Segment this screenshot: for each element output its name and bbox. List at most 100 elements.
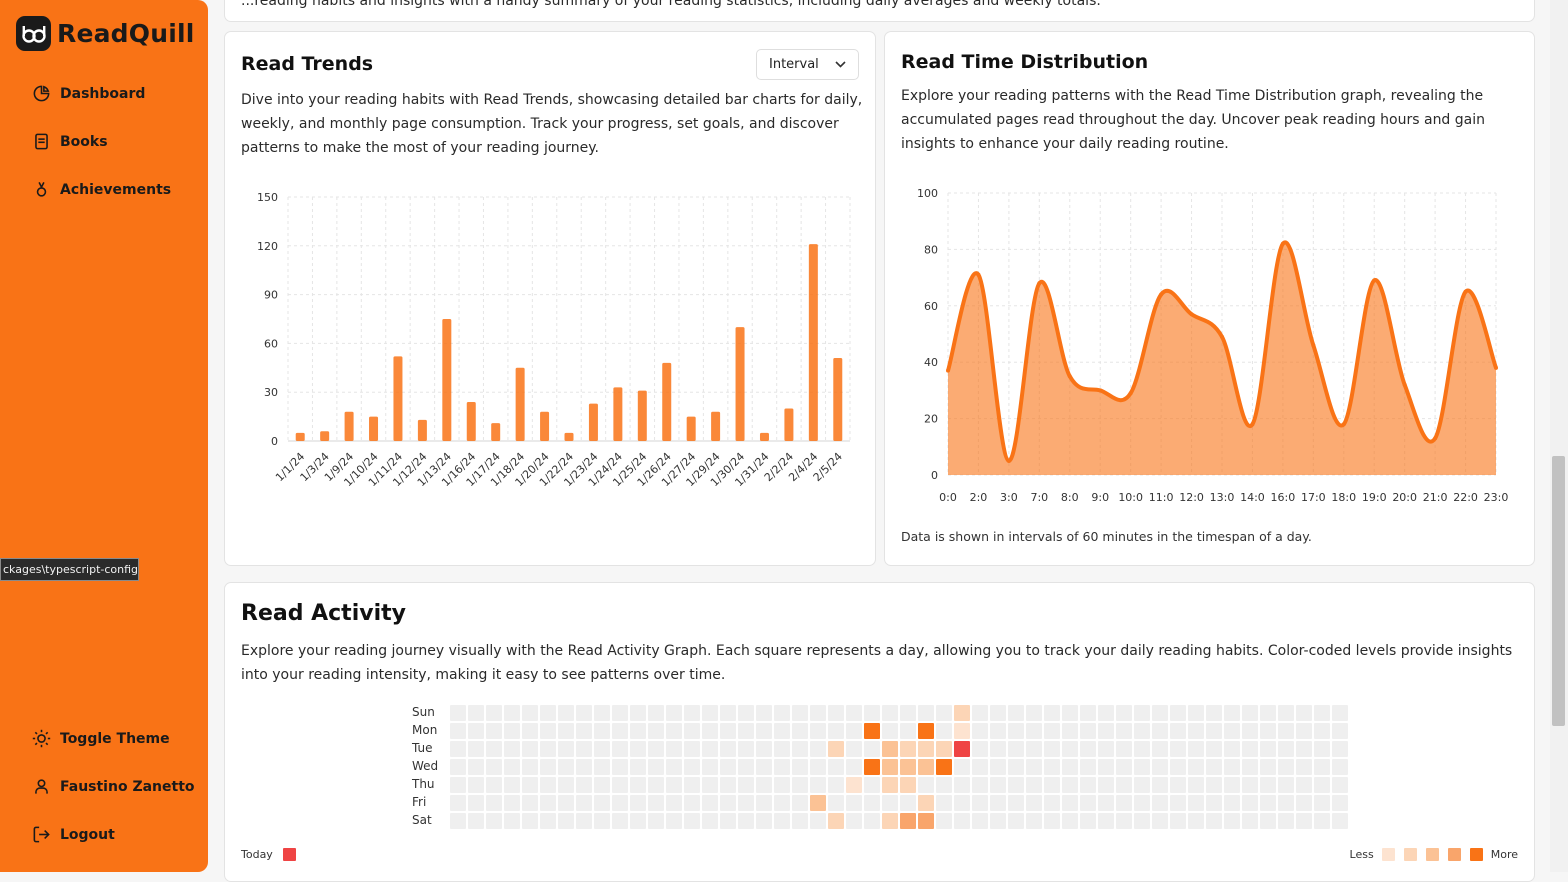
heatmap-cell[interactable] bbox=[648, 813, 664, 829]
heatmap-cell[interactable] bbox=[1206, 723, 1222, 739]
heatmap-cell[interactable] bbox=[1314, 741, 1330, 757]
heatmap-cell[interactable] bbox=[1080, 741, 1096, 757]
heatmap-cell[interactable] bbox=[1332, 759, 1348, 775]
heatmap-cell[interactable] bbox=[1314, 723, 1330, 739]
heatmap-cell[interactable] bbox=[504, 759, 520, 775]
bar[interactable] bbox=[540, 411, 550, 441]
heatmap-cell[interactable] bbox=[972, 705, 988, 721]
heatmap-cell[interactable] bbox=[1170, 777, 1186, 793]
heatmap-cell[interactable] bbox=[486, 759, 502, 775]
bar[interactable] bbox=[564, 432, 574, 441]
heatmap-cell[interactable] bbox=[1008, 741, 1024, 757]
heatmap-cell[interactable] bbox=[1116, 777, 1132, 793]
heatmap-cell[interactable] bbox=[828, 705, 844, 721]
heatmap-cell[interactable] bbox=[972, 759, 988, 775]
heatmap-cell[interactable] bbox=[756, 813, 772, 829]
heatmap-cell[interactable] bbox=[468, 705, 484, 721]
heatmap-cell[interactable] bbox=[1332, 705, 1348, 721]
heatmap-cell[interactable] bbox=[558, 777, 574, 793]
heatmap-cell[interactable] bbox=[468, 795, 484, 811]
heatmap-cell[interactable] bbox=[1062, 741, 1078, 757]
heatmap-cell[interactable] bbox=[1260, 723, 1276, 739]
heatmap-cell[interactable] bbox=[1296, 795, 1312, 811]
heatmap-cell[interactable] bbox=[918, 813, 934, 829]
data-point[interactable] bbox=[1189, 312, 1194, 317]
heatmap-cell[interactable] bbox=[504, 777, 520, 793]
heatmap-cell[interactable] bbox=[1008, 705, 1024, 721]
heatmap-cell[interactable] bbox=[1242, 777, 1258, 793]
heatmap-cell[interactable] bbox=[738, 813, 754, 829]
data-point[interactable] bbox=[1067, 374, 1072, 379]
heatmap-cell[interactable] bbox=[540, 759, 556, 775]
heatmap-cell[interactable] bbox=[882, 741, 898, 757]
heatmap-cell[interactable] bbox=[738, 795, 754, 811]
heatmap-cell[interactable] bbox=[1044, 723, 1060, 739]
heatmap-cell[interactable] bbox=[1044, 795, 1060, 811]
heatmap-cell[interactable] bbox=[990, 723, 1006, 739]
heatmap-cell[interactable] bbox=[1188, 723, 1204, 739]
heatmap-cell[interactable] bbox=[918, 777, 934, 793]
heatmap-cell[interactable] bbox=[612, 795, 628, 811]
heatmap-cell[interactable] bbox=[594, 813, 610, 829]
heatmap-cell[interactable] bbox=[450, 813, 466, 829]
heatmap-cell[interactable] bbox=[1296, 813, 1312, 829]
heatmap-cell[interactable] bbox=[486, 777, 502, 793]
heatmap-cell[interactable] bbox=[576, 795, 592, 811]
heatmap-cell[interactable] bbox=[486, 705, 502, 721]
heatmap-cell[interactable] bbox=[810, 723, 826, 739]
bar[interactable] bbox=[735, 327, 745, 441]
heatmap-cell[interactable] bbox=[1134, 795, 1150, 811]
user-profile-button[interactable]: Faustino Zanetto bbox=[32, 777, 195, 796]
heatmap-cell[interactable] bbox=[576, 741, 592, 757]
toggle-theme-button[interactable]: Toggle Theme bbox=[32, 729, 170, 748]
heatmap-cell[interactable] bbox=[450, 723, 466, 739]
heatmap-cell[interactable] bbox=[450, 741, 466, 757]
heatmap-cell[interactable] bbox=[594, 759, 610, 775]
heatmap-cell[interactable] bbox=[990, 759, 1006, 775]
heatmap-cell[interactable] bbox=[882, 759, 898, 775]
heatmap-cell[interactable] bbox=[864, 795, 880, 811]
heatmap-cell[interactable] bbox=[1026, 741, 1042, 757]
heatmap-cell[interactable] bbox=[1314, 795, 1330, 811]
heatmap-cell[interactable] bbox=[954, 777, 970, 793]
bar[interactable] bbox=[369, 416, 379, 441]
heatmap-cell[interactable] bbox=[1242, 705, 1258, 721]
heatmap-cell[interactable] bbox=[936, 759, 952, 775]
heatmap-cell[interactable] bbox=[666, 777, 682, 793]
bar[interactable] bbox=[808, 244, 818, 441]
heatmap-cell[interactable] bbox=[1278, 705, 1294, 721]
heatmap-cell[interactable] bbox=[918, 723, 934, 739]
heatmap-cell[interactable] bbox=[684, 741, 700, 757]
heatmap-cell[interactable] bbox=[1008, 813, 1024, 829]
heatmap-cell[interactable] bbox=[1206, 759, 1222, 775]
heatmap-cell[interactable] bbox=[1098, 759, 1114, 775]
heatmap-cell[interactable] bbox=[1242, 741, 1258, 757]
heatmap-cell[interactable] bbox=[1008, 723, 1024, 739]
heatmap-cell[interactable] bbox=[738, 723, 754, 739]
heatmap-cell[interactable] bbox=[954, 795, 970, 811]
heatmap-cell[interactable] bbox=[828, 759, 844, 775]
heatmap-cell[interactable] bbox=[990, 813, 1006, 829]
heatmap-cell[interactable] bbox=[504, 705, 520, 721]
heatmap-cell[interactable] bbox=[1278, 813, 1294, 829]
heatmap-cell[interactable] bbox=[702, 741, 718, 757]
heatmap-cell[interactable] bbox=[1116, 795, 1132, 811]
heatmap-cell[interactable] bbox=[936, 777, 952, 793]
heatmap-cell[interactable] bbox=[720, 741, 736, 757]
heatmap-cell[interactable] bbox=[1278, 795, 1294, 811]
nav-dashboard[interactable]: Dashboard bbox=[32, 84, 145, 103]
heatmap-cell[interactable] bbox=[864, 777, 880, 793]
heatmap-cell[interactable] bbox=[1062, 705, 1078, 721]
bar[interactable] bbox=[417, 419, 427, 441]
heatmap-cell[interactable] bbox=[1044, 705, 1060, 721]
heatmap-cell[interactable] bbox=[630, 795, 646, 811]
heatmap-cell[interactable] bbox=[1188, 759, 1204, 775]
heatmap-cell[interactable] bbox=[468, 813, 484, 829]
heatmap-cell[interactable] bbox=[630, 813, 646, 829]
heatmap-cell[interactable] bbox=[1224, 705, 1240, 721]
heatmap-cell[interactable] bbox=[990, 705, 1006, 721]
heatmap-cell[interactable] bbox=[1116, 759, 1132, 775]
heatmap-cell[interactable] bbox=[1188, 795, 1204, 811]
heatmap-cell[interactable] bbox=[900, 705, 916, 721]
heatmap-cell[interactable] bbox=[1026, 723, 1042, 739]
